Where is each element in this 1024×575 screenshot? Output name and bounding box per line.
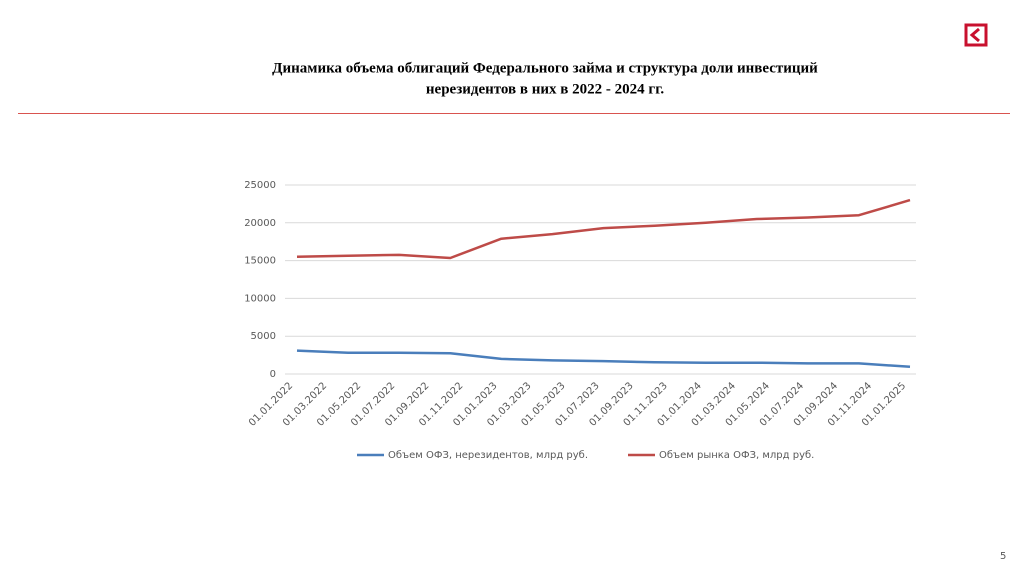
y-tick-label: 5000 [251,331,276,342]
legend-label: Объем ОФЗ, нерезидентов, млрд руб. [388,450,588,461]
page-number: 5 [1000,551,1006,562]
slide-title: Динамика объема облигаций Федерального з… [272,60,818,76]
y-tick-label: 0 [270,369,276,380]
y-tick-label: 10000 [244,293,276,304]
series-line [296,349,911,369]
y-tick-label: 15000 [244,256,276,267]
y-tick-label: 20000 [244,218,276,229]
back-icon[interactable] [964,23,988,47]
y-tick-label: 25000 [244,180,276,191]
series-line [296,198,911,260]
legend-label: Объем рынка ОФЗ, млрд руб. [659,450,814,461]
slide-title: нерезидентов в них в 2022 - 2024 гг. [426,81,664,97]
